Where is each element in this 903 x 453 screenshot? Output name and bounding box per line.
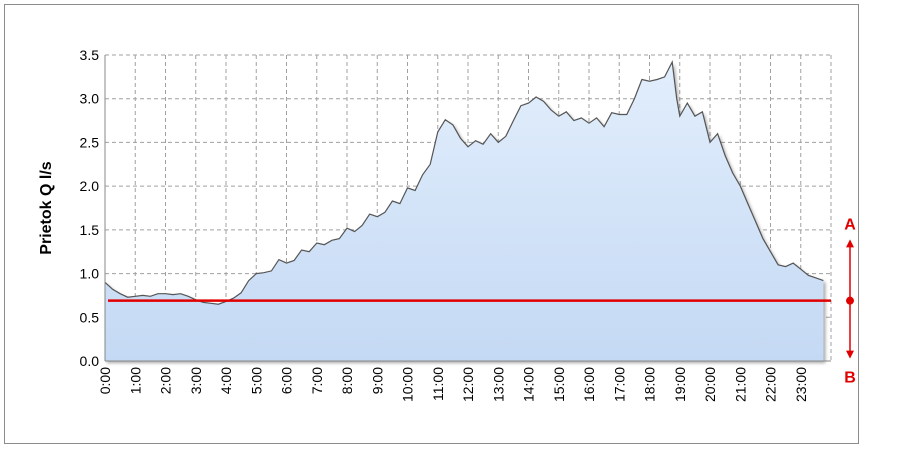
x-tick-label: 14:00 bbox=[521, 367, 537, 402]
x-tick-label: 21:00 bbox=[732, 367, 748, 402]
x-tick-label: 20:00 bbox=[702, 367, 718, 402]
label-a: A bbox=[844, 216, 856, 233]
flow-chart: 0.0 0.5 1.0 1.5 2.0 2.5 3.0 3.5 0:00 1:00 2:00 3:0… bbox=[38, 47, 856, 402]
x-tick-label: 13:00 bbox=[490, 367, 506, 402]
chart-frame: 0.0 0.5 1.0 1.5 2.0 2.5 3.0 3.5 0:00 1:00 2:00 3:0… bbox=[4, 4, 859, 444]
x-tick-label: 0:00 bbox=[97, 367, 113, 394]
y-tick-label: 2.0 bbox=[80, 178, 100, 194]
x-tick-label: 6:00 bbox=[279, 367, 295, 394]
y-tick-label: 3.0 bbox=[80, 91, 100, 107]
y-tick-labels: 0.0 0.5 1.0 1.5 2.0 2.5 3.0 3.5 bbox=[80, 47, 100, 369]
y-tick-label: 1.5 bbox=[80, 222, 100, 238]
y-tick-label: 0.5 bbox=[80, 309, 100, 325]
x-tick-label: 11:00 bbox=[430, 367, 446, 401]
y-tick-label: 1.0 bbox=[80, 266, 100, 282]
x-tick-label: 9:00 bbox=[369, 367, 385, 394]
x-tick-label: 10:00 bbox=[400, 367, 416, 402]
x-tick-label: 3:00 bbox=[188, 367, 204, 394]
y-tick-label: 3.5 bbox=[80, 47, 100, 63]
x-tick-labels: 0:00 1:00 2:00 3:00 4:00 5:00 6:00 7:00 8:00 9:00… bbox=[97, 367, 809, 402]
x-tick-label: 7:00 bbox=[309, 367, 325, 394]
area-series bbox=[104, 59, 824, 361]
x-tick-label: 2:00 bbox=[158, 367, 174, 394]
range-arrow-head-down bbox=[846, 350, 854, 359]
y-tick-label: 0.0 bbox=[80, 353, 100, 369]
x-tick-label: 15:00 bbox=[551, 367, 567, 402]
x-tick-label: 5:00 bbox=[248, 367, 264, 394]
annotations: ABSV bbox=[108, 216, 856, 387]
x-tick-label: 19:00 bbox=[672, 367, 688, 402]
x-tick-label: 23:00 bbox=[793, 367, 809, 402]
x-tick-label: 16:00 bbox=[581, 367, 597, 402]
y-axis-title: Prietok Q l/s bbox=[38, 161, 55, 254]
threshold-marker bbox=[846, 296, 854, 305]
x-tick-label: 4:00 bbox=[218, 367, 234, 394]
x-tick-label: 12:00 bbox=[460, 367, 476, 402]
range-arrow-head-up bbox=[846, 239, 854, 248]
x-tick-label: 1:00 bbox=[127, 367, 143, 394]
x-tick-label: 8:00 bbox=[339, 367, 355, 394]
y-tick-label: 2.5 bbox=[80, 134, 100, 150]
axes bbox=[104, 55, 831, 362]
x-tick-label: 17:00 bbox=[611, 367, 627, 402]
x-tick-label: 22:00 bbox=[763, 367, 779, 402]
x-tick-label: 18:00 bbox=[642, 367, 658, 402]
label-b: B bbox=[844, 370, 856, 387]
area-fill bbox=[105, 62, 824, 361]
